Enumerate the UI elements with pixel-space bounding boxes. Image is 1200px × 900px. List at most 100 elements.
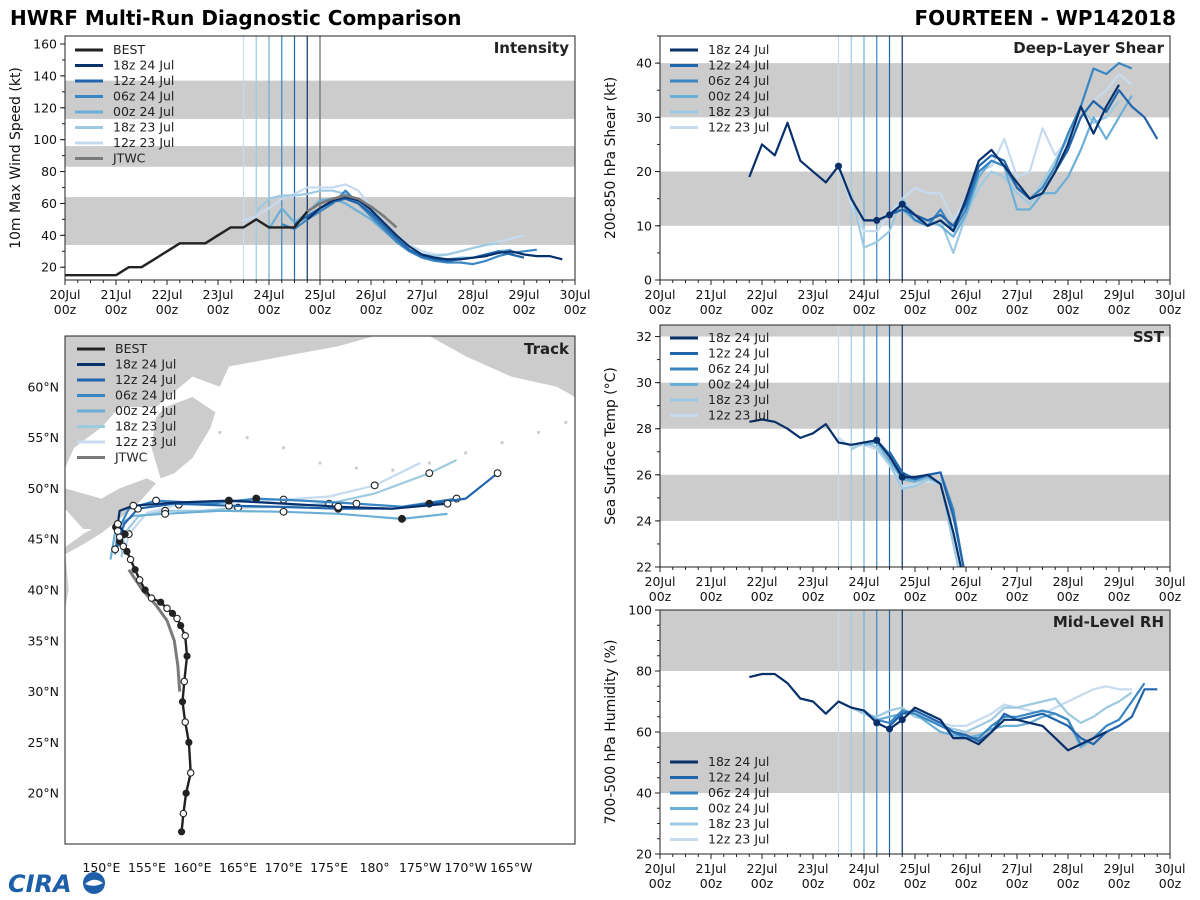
rh-xtick-label: 00z (802, 876, 825, 891)
track-island (281, 446, 286, 450)
rh-ytick-label: 80 (636, 664, 652, 679)
rh-xtick-label: 20Jul (645, 861, 676, 876)
sst-xtick-label: 00z (1159, 589, 1182, 604)
sst-xtick-label: 00z (904, 589, 927, 604)
rh-xtick-label: 00z (955, 876, 978, 891)
track-jtwc-line (127, 568, 182, 692)
sst-xtick-label: 24Jul (849, 574, 880, 589)
intensity-ytick-label: 80 (41, 164, 57, 179)
rh-series-point (873, 719, 881, 727)
track-best-point (181, 718, 189, 726)
intensity-xtick-label: 25Jul (305, 287, 336, 302)
shear-xtick-label: 00z (700, 302, 723, 317)
track-island (427, 461, 431, 465)
panel-sst: 22242628303220Jul00z21Jul00z22Jul00z23Ju… (603, 324, 1186, 604)
track-title: Track (524, 340, 570, 358)
track-forecast-line (109, 509, 448, 560)
track-forecast-point (111, 545, 120, 554)
rh-series-line (749, 672, 1107, 752)
intensity-xtick-label: 00z (564, 302, 587, 317)
rh-legend-label: 12z 23 Jul (708, 832, 769, 847)
track-best-point (177, 621, 185, 630)
track-lon-label: 165°E (219, 860, 257, 875)
rh-xtick-label: 00z (853, 876, 876, 891)
rh-xtick-label: 28Jul (1053, 861, 1084, 876)
panel-intensity: 2040608010012014016020Jul00z21Jul00z22Ju… (8, 35, 591, 317)
track-forecast-point (425, 469, 434, 478)
shear-xtick-label: 23Jul (798, 287, 829, 302)
shear-ytick-label: 10 (636, 218, 652, 233)
sst-legend-label: 00z 24 Jul (708, 377, 769, 392)
panels: 2040608010012014016020Jul00z21Jul00z22Ju… (8, 35, 1186, 891)
track-best-point (123, 547, 131, 555)
sst-legend-label: 18z 24 Jul (708, 330, 769, 345)
track-forecast-line (116, 499, 448, 535)
track-island (354, 466, 359, 470)
track-best-point (126, 555, 135, 564)
rh-ylabel: 700-500 hPa Humidity (%) (603, 640, 619, 825)
sst-xtick-label: 28Jul (1053, 574, 1084, 589)
logo-swirl (85, 879, 103, 886)
rh-xtick-label: 26Jul (951, 861, 982, 876)
sst-xtick-label: 00z (1108, 589, 1131, 604)
track-lat-label: 60°N (27, 379, 59, 394)
intensity-xtick-label: 30Jul (560, 287, 591, 302)
shear-ytick-label: 30 (636, 110, 652, 125)
track-best-point (183, 652, 191, 660)
track-best-point (141, 586, 149, 594)
intensity-xtick-label: 00z (207, 302, 230, 317)
shear-ytick-label: 0 (644, 273, 652, 288)
intensity-ytick-label: 20 (41, 260, 57, 275)
intensity-legend-label: BEST (113, 42, 145, 57)
sst-xtick-label: 21Jul (696, 574, 727, 589)
intensity-legend-label: 12z 24 Jul (113, 73, 174, 88)
track-lat-label: 40°N (27, 583, 59, 598)
sst-title: SST (1133, 328, 1165, 346)
shear-series-point (886, 211, 893, 219)
shear-xtick-label: 26Jul (951, 287, 982, 302)
sst-series-point (873, 436, 881, 444)
track-forecast-point (493, 469, 502, 478)
shear-xtick-label: 00z (1159, 302, 1182, 317)
track-best-point (185, 738, 193, 747)
shear-legend-label: 18z 23 Jul (708, 104, 769, 119)
rh-xtick-label: 22Jul (747, 861, 778, 876)
storm-id: FOURTEEN - WP142018 (914, 6, 1176, 30)
shear-xtick-label: 00z (1006, 302, 1029, 317)
sst-xtick-label: 00z (853, 589, 876, 604)
sst-xtick-label: 27Jul (1002, 574, 1033, 589)
intensity-xtick-label: 28Jul (458, 287, 489, 302)
shear-series-point (873, 216, 881, 224)
track-best-point (180, 677, 189, 686)
shear-xtick-label: 28Jul (1053, 287, 1084, 302)
track-legend-label: JTWC (114, 450, 148, 465)
track-legend-label: 00z 24 Jul (115, 403, 176, 418)
intensity-xtick-label: 00z (105, 302, 128, 317)
rh-xtick-label: 00z (904, 876, 927, 891)
shear-legend-label: 18z 24 Jul (708, 42, 769, 57)
track-forecast-point (113, 520, 122, 528)
track-best-point (177, 828, 186, 836)
intensity-xtick-label: 26Jul (356, 287, 387, 302)
intensity-legend-label: 18z 23 Jul (113, 120, 174, 135)
track-land (65, 549, 69, 611)
track-island (391, 468, 395, 472)
sst-series-line (850, 441, 960, 567)
shear-band (660, 171, 1170, 226)
track-forecast-point (398, 514, 406, 523)
rh-ytick-label: 20 (636, 847, 652, 862)
intensity-xtick-label: 00z (156, 302, 179, 317)
track-legend-label: 18z 24 Jul (115, 357, 176, 372)
track-land (151, 397, 216, 479)
track-forecast-line (120, 459, 458, 558)
sst-ytick-label: 28 (636, 421, 652, 436)
intensity-ytick-label: 60 (41, 196, 57, 211)
rh-xtick-label: 00z (1159, 876, 1182, 891)
track-lat-label: 45°N (27, 532, 59, 547)
rh-xtick-label: 00z (1006, 876, 1029, 891)
track-best-point (121, 530, 129, 538)
sst-xtick-label: 00z (1057, 589, 1080, 604)
rh-xtick-label: 27Jul (1002, 861, 1033, 876)
track-lon-label: 160°E (173, 860, 211, 875)
